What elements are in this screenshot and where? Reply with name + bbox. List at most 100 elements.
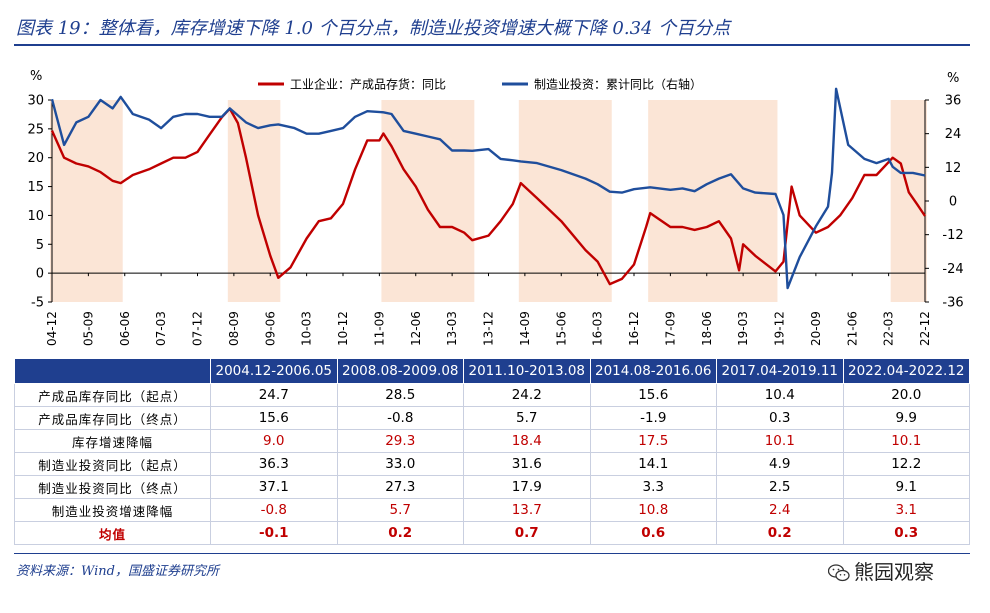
x-tick-label: 07-03 (154, 311, 168, 346)
x-tick-label: 07-12 (191, 311, 205, 346)
watermark: 熊园观察 (828, 556, 934, 585)
x-tick-label: 08-09 (227, 311, 241, 346)
period-header: 2017.04-2019.11 (716, 358, 844, 384)
table-cell: 12.2 (842, 452, 970, 476)
table-cell: 0.6 (589, 521, 717, 545)
table-header-row: 2004.12-2006.05 2008.08-2009.08 2011.10-20… (14, 358, 970, 384)
row-label: 制造业投资同比（终点） (14, 475, 211, 499)
x-tick-label: 17-09 (663, 311, 677, 346)
table-cell: 2.5 (716, 475, 844, 499)
watermark-text: 熊园观察 (854, 560, 934, 584)
period-header: 2014.08-2016.06 (589, 358, 717, 384)
table-cell: 2.4 (716, 498, 844, 522)
table-cell: 4.9 (716, 452, 844, 476)
x-tick-label: 15-06 (554, 311, 568, 346)
table-cell: 10.4 (716, 383, 844, 407)
x-tick-label: 05-09 (81, 311, 95, 346)
table-cell: 9.0 (210, 429, 338, 453)
shaded-periods (50, 100, 927, 302)
table-row: 制造业投资增速降幅 -0.8 5.7 13.7 10.8 2.4 3.1 (14, 498, 970, 522)
figure-title: 图表 19：整体看，库存增速下降 1.0 个百分点，制造业投资增速大概下降 0.… (16, 18, 731, 39)
table-cell: 29.3 (336, 429, 464, 453)
right-tick-label: 24 (945, 127, 962, 142)
left-tick-label: 10 (27, 209, 44, 224)
table-cell: -0.8 (336, 406, 464, 430)
row-label: 制造业投资增速降幅 (14, 498, 211, 522)
x-tick-label: 09-06 (263, 311, 277, 346)
x-tick-label: 16-03 (591, 311, 605, 346)
table-cell: 27.3 (336, 475, 464, 499)
x-tick-label: 16-12 (627, 311, 641, 346)
table-cell: 24.7 (210, 383, 338, 407)
table-cell: 17.5 (589, 429, 717, 453)
left-tick-label: 15 (27, 180, 44, 195)
x-tick-label: 21-06 (845, 311, 859, 346)
table-cell: 3.1 (842, 498, 970, 522)
row-label: 制造业投资同比（起点） (14, 452, 211, 476)
table-cell: 15.6 (210, 406, 338, 430)
comparison-table: 2004.12-2006.05 2008.08-2009.08 2011.10-20… (14, 358, 970, 545)
right-tick-label: 0 (949, 195, 957, 210)
legend: 工业企业：产成品存货：同比 制造业投资：累计同比（右轴） (258, 77, 702, 92)
x-tick-label: 06-06 (118, 311, 132, 346)
shaded-period-4 (518, 100, 612, 302)
right-tick-label: -24 (942, 262, 963, 277)
table-cell: 0.2 (716, 521, 844, 545)
x-tick-label: 19-12 (773, 311, 787, 346)
x-tick-label: 13-03 (445, 311, 459, 346)
right-y-axis: % 36 24 12 0 -12 -24 -36 (924, 71, 964, 311)
x-tick-label: 22-03 (882, 311, 896, 346)
left-tick-label: 0 (36, 267, 44, 282)
right-axis-unit: % (947, 71, 959, 86)
left-tick-label: -5 (31, 296, 44, 311)
period-header: 2008.08-2009.08 (336, 358, 464, 384)
title-divider (14, 44, 970, 46)
row-label: 库存增速降幅 (14, 429, 211, 453)
table-cell: 0.2 (336, 521, 464, 545)
table-row: 产成品库存同比（终点） 15.6 -0.8 5.7 -1.9 0.3 9.9 (14, 406, 970, 430)
table-cell: 9.9 (842, 406, 970, 430)
table-corner-cell (14, 358, 211, 384)
table-cell: 9.1 (842, 475, 970, 499)
table-cell: 17.9 (463, 475, 591, 499)
period-header: 2011.10-2013.08 (463, 358, 591, 384)
right-tick-label: -12 (942, 228, 963, 243)
table-cell: 14.1 (589, 452, 717, 476)
x-tick-label: 14-09 (518, 311, 532, 346)
table-cell: 10.1 (842, 429, 970, 453)
table-cell: 18.4 (463, 429, 591, 453)
source-divider (14, 553, 970, 554)
table-cell: 10.1 (716, 429, 844, 453)
table-row: 制造业投资同比（起点） 36.3 33.0 31.6 14.1 4.9 12.2 (14, 452, 970, 476)
table-cell: 10.8 (589, 498, 717, 522)
right-tick-label: -36 (942, 296, 963, 311)
x-tick-label: 10-03 (300, 311, 314, 346)
x-tick-label: 22-12 (918, 311, 932, 346)
x-tick-label: 18-06 (700, 311, 714, 346)
table-cell: 3.3 (589, 475, 717, 499)
table-cell: 0.7 (463, 521, 591, 545)
x-axis: 04-12 05-09 06-06 07-03 07-12 08-09 09-06 10-03… (45, 273, 932, 346)
right-tick-label: 36 (945, 94, 962, 109)
table-cell: -1.9 (589, 406, 717, 430)
table-cell: 0.3 (842, 521, 970, 545)
legend-label-2: 制造业投资：累计同比（右轴） (534, 77, 702, 92)
table-body: 产成品库存同比（起点） 24.7 28.5 24.2 15.6 10.4 20.0 产成品库存… (14, 383, 970, 545)
wechat-icon (828, 564, 850, 582)
left-tick-label: 25 (27, 122, 44, 137)
series-lines (50, 87, 926, 290)
table-cell: 0.3 (716, 406, 844, 430)
x-tick-label: 19-03 (736, 311, 750, 346)
table-cell: 13.7 (463, 498, 591, 522)
table-cell: 31.6 (463, 452, 591, 476)
table-cell: 33.0 (336, 452, 464, 476)
row-label: 产成品库存同比（起点） (14, 383, 211, 407)
right-tick-label: 12 (945, 161, 962, 176)
x-tick-label: 13-12 (482, 311, 496, 346)
shaded-period-3 (381, 100, 475, 302)
table-cell: 24.2 (463, 383, 591, 407)
left-tick-label: 30 (27, 94, 44, 109)
table-row: 库存增速降幅 9.0 29.3 18.4 17.5 10.1 10.1 (14, 429, 970, 453)
x-tick-label: 10-12 (336, 311, 350, 346)
